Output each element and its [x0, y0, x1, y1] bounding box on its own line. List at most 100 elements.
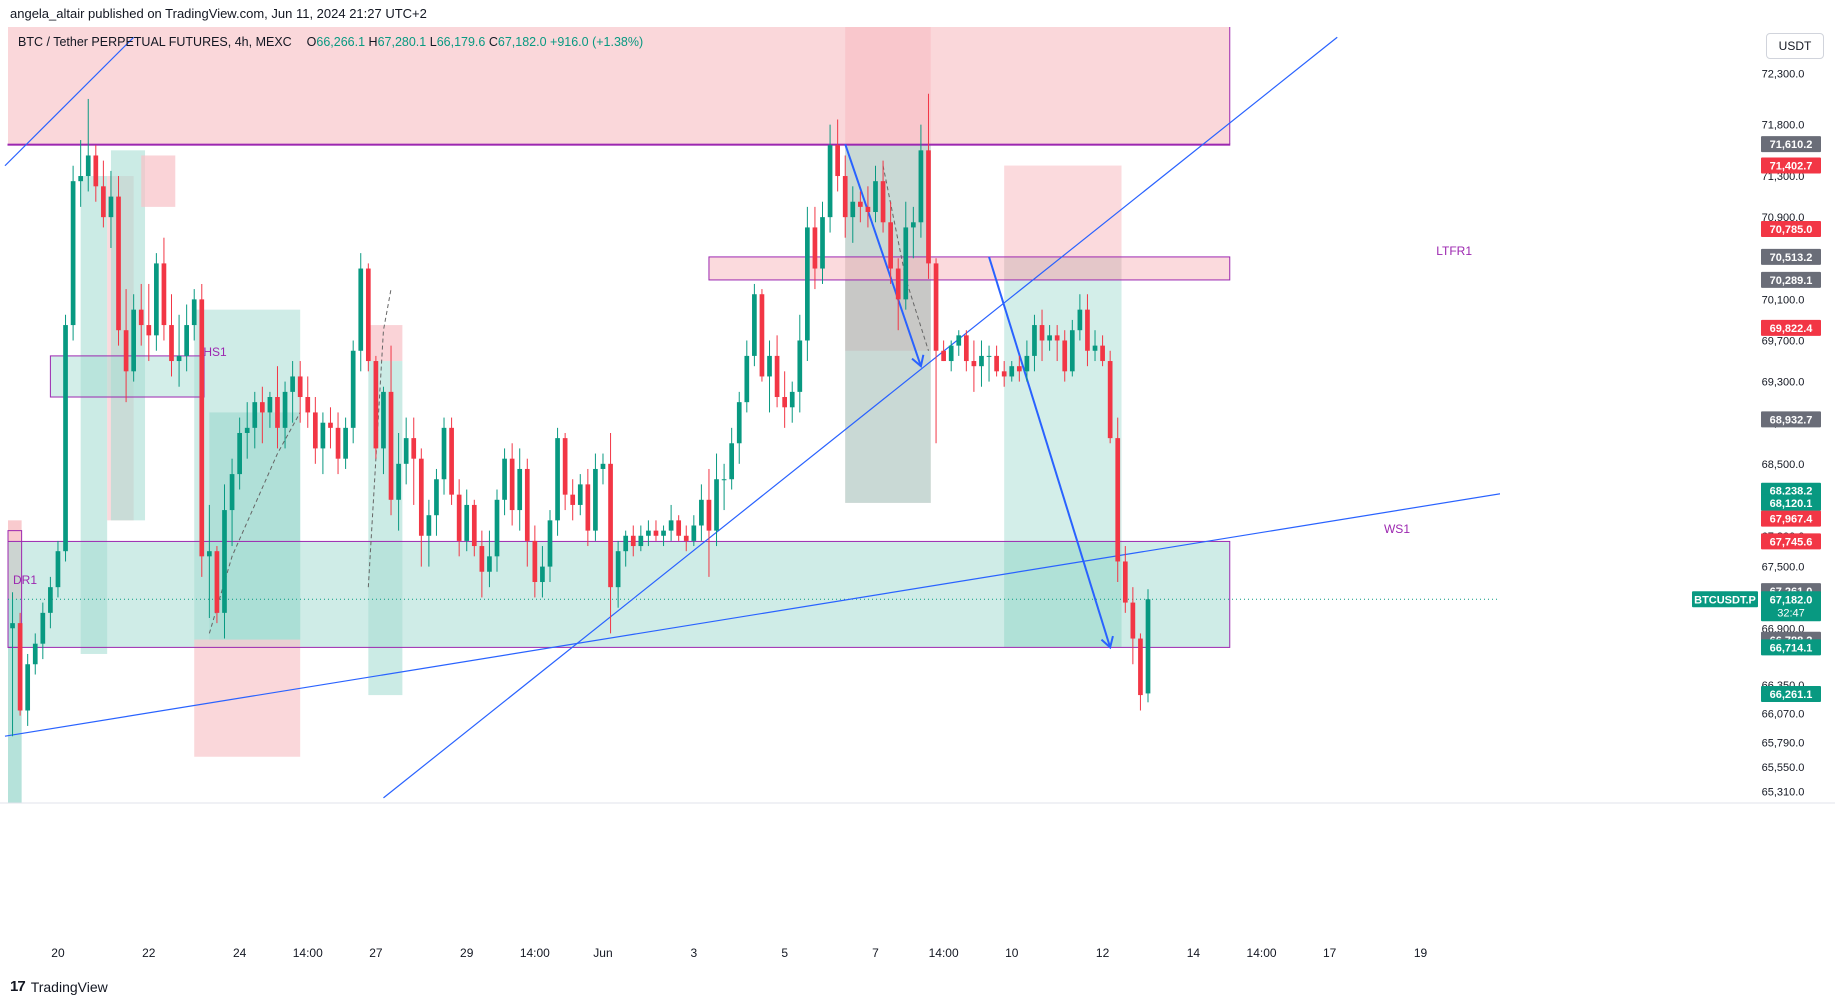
price-label: 68,120.1 — [1770, 498, 1813, 510]
hs1-label: HS1 — [203, 345, 227, 359]
y-tick-label: 72,300.0 — [1762, 68, 1805, 80]
candle-body — [426, 515, 432, 536]
x-tick-label: 12 — [1096, 946, 1110, 960]
price-label: 70,289.1 — [1770, 275, 1813, 287]
candle-body — [403, 438, 409, 464]
candles-layer — [10, 93, 1151, 737]
candle-body — [184, 325, 189, 356]
y-tick-label: 71,800.0 — [1762, 120, 1805, 132]
candle-body — [547, 520, 553, 567]
candle-body — [10, 623, 15, 629]
arrow-2 — [988, 256, 1112, 648]
candle-body — [812, 227, 818, 269]
price-label-bg — [1761, 533, 1821, 550]
candle-body — [714, 479, 719, 531]
zone-19 — [1004, 541, 1122, 648]
candle-body — [630, 535, 636, 547]
candle-body — [880, 181, 886, 223]
candle-body — [282, 391, 288, 428]
candle-body — [131, 309, 137, 372]
candle-body — [608, 463, 613, 588]
price-label: 67,745.6 — [1770, 536, 1813, 548]
candle-body — [646, 530, 651, 536]
candle-body — [1122, 561, 1128, 603]
candle-body — [259, 402, 265, 413]
x-tick-label: 17 — [1323, 946, 1337, 960]
candle-body — [502, 458, 507, 500]
candle-body — [577, 484, 583, 505]
candle-body — [1077, 309, 1083, 331]
candle-body — [1115, 438, 1121, 562]
candle-body — [32, 643, 38, 665]
candle-body — [661, 530, 666, 536]
candle-body — [55, 551, 61, 588]
candle-body — [888, 222, 893, 269]
candle-body — [683, 535, 689, 541]
candle-body — [570, 494, 576, 505]
candle-body — [517, 468, 523, 511]
candle-body — [229, 474, 235, 511]
y-tick-label: 66,070.0 — [1762, 709, 1805, 721]
candle-body — [358, 268, 364, 351]
candle-body — [729, 443, 735, 480]
footer-branding: 17 TradingView — [10, 978, 108, 995]
axis-layer: 72,300.071,800.071,300.070,900.070,500.0… — [0, 27, 1835, 960]
candle-body — [222, 510, 227, 613]
candle-body — [207, 551, 212, 557]
candle-body — [994, 355, 999, 372]
zones-layer — [7, 27, 1231, 803]
candle-body — [752, 294, 757, 356]
y-tick-label: 65,310.0 — [1762, 787, 1805, 799]
candle-body — [895, 268, 901, 300]
dr1-label: DR1 — [13, 573, 37, 587]
candle-body — [509, 458, 515, 511]
candle-body — [456, 494, 462, 541]
candle-body — [1047, 335, 1052, 341]
candle-body — [373, 361, 379, 449]
zone-9 — [194, 639, 301, 757]
candle-body — [744, 355, 750, 403]
candle-body — [805, 227, 810, 341]
candle-body — [275, 397, 280, 428]
price-label: 71,402.7 — [1770, 160, 1813, 172]
zone-0 — [8, 27, 1230, 145]
candle-body — [237, 432, 242, 475]
symbol-title[interactable]: BTC / Tether PERPETUAL FUTURES, 4h, MEXC — [18, 35, 292, 49]
candle-body — [759, 294, 765, 377]
candle-body — [1016, 366, 1022, 372]
candle-body — [668, 520, 674, 531]
candle-body — [48, 587, 53, 613]
candle-body — [78, 176, 84, 182]
candle-body — [986, 355, 992, 357]
close-value: 67,182.0 — [497, 35, 547, 49]
arrow-1 — [844, 143, 922, 367]
price-label: 71,610.2 — [1770, 139, 1813, 151]
x-tick-label: 14:00 — [929, 946, 959, 960]
candle-body — [1069, 330, 1075, 372]
candle-body — [434, 479, 439, 516]
candle-body — [736, 402, 742, 444]
price-label: 66,261.1 — [1770, 689, 1813, 701]
trendline-ws — [4, 488, 1527, 737]
candle-body — [40, 612, 46, 644]
candle-body — [191, 299, 197, 326]
y-tick-label: 68,500.0 — [1762, 459, 1805, 471]
price-label-bg — [1761, 271, 1821, 288]
candle-body — [343, 427, 348, 459]
price-label: 69,822.4 — [1770, 323, 1814, 335]
candle-body — [842, 176, 848, 218]
candle-body — [971, 361, 977, 367]
price-label: 70,785.0 — [1770, 224, 1813, 236]
candle-body — [1062, 340, 1068, 372]
open-value: 66,266.1 — [316, 35, 366, 49]
price-label-bg — [1761, 411, 1821, 428]
price-label-bg — [1761, 685, 1821, 702]
price-label-bg — [1761, 220, 1821, 237]
close-label: C — [488, 35, 498, 49]
price-label-bg — [1761, 157, 1821, 174]
x-tick-label: 14:00 — [293, 946, 323, 960]
candle-body — [335, 427, 341, 459]
candle-body — [555, 438, 560, 521]
currency-button[interactable]: USDT — [1766, 33, 1824, 59]
